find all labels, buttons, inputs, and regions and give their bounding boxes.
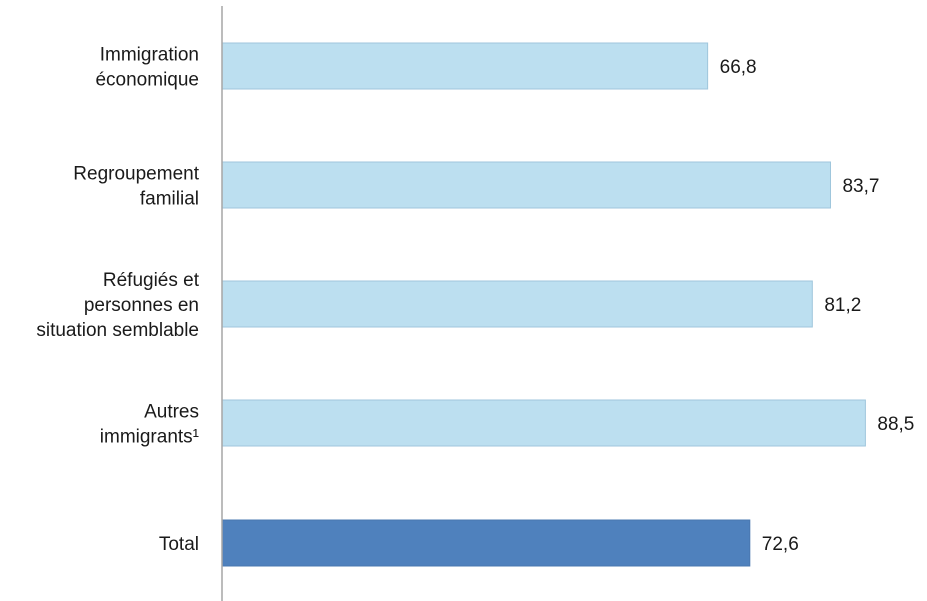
value-label-autres-immigrants: 88,5 — [877, 414, 914, 435]
category-label-line: personnes en — [84, 295, 199, 316]
value-label-total: 72,6 — [762, 534, 799, 555]
bar-regroupement-familial — [221, 161, 831, 209]
bars-layer — [221, 42, 866, 567]
bar-total — [221, 519, 751, 567]
value-labels-layer: 66,8 83,7 81,2 88,5 72,6 — [720, 57, 915, 555]
category-label-line: économique — [95, 70, 199, 91]
value-label-regroupement-familial: 83,7 — [842, 176, 879, 197]
category-label-line: Regroupement — [73, 164, 199, 185]
category-label-line: Réfugiés et — [103, 270, 200, 291]
category-label-total: Total — [159, 534, 199, 555]
category-label-line: immigrants¹ — [100, 427, 199, 448]
category-label-line: situation semblable — [36, 320, 199, 341]
value-label-refugies-et-personnes-en-situation-semblable: 81,2 — [824, 295, 861, 316]
bar-autres-immigrants — [221, 399, 866, 447]
bar-immigration-economique — [221, 42, 709, 90]
category-label-refugies-et-personnes-en-situation-semblable: Réfugiés et personnes en situation semblab… — [36, 270, 199, 341]
category-labels-layer: Immigration économique Regroupement familia… — [36, 45, 199, 556]
category-label-regroupement-familial: Regroupement familial — [73, 164, 199, 210]
category-label-line: Autres — [144, 402, 199, 423]
category-label-autres-immigrants: Autres immigrants¹ — [100, 402, 199, 448]
category-label-line: familial — [140, 189, 199, 210]
category-label-line: Immigration — [100, 45, 199, 66]
category-label-immigration-economique: Immigration économique — [95, 45, 199, 91]
category-label-line: Total — [159, 534, 199, 555]
value-label-immigration-economique: 66,8 — [720, 57, 757, 78]
bar-refugies-et-personnes-en-situation-semblable — [221, 280, 813, 328]
